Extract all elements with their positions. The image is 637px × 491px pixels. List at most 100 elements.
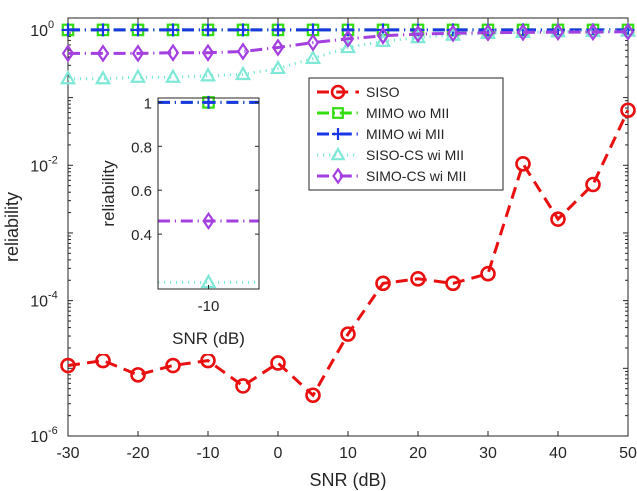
legend-entry: SISO [317,84,400,100]
legend-swatch-marker [330,146,346,161]
y-tick-label-base: 10 [30,158,48,175]
data-point [96,44,110,63]
inset-frame [157,97,260,290]
x-tick-label: 50 [619,445,637,462]
legend-swatch-marker [332,167,344,185]
data-point [480,265,496,282]
data-point [339,38,357,54]
data-point [165,357,181,374]
data-point [131,44,145,63]
legend-swatch-marker [332,128,344,140]
legend-swatch-marker [332,107,344,119]
data-point [411,24,425,44]
legend-entry: MIMO wo MII [317,105,449,121]
x-tick-label: 20 [409,445,427,462]
data-point [620,102,636,119]
y-tick-label: 10 0 [30,19,54,40]
y-tick-label: 10 -4 [30,290,58,311]
data-point [270,355,286,371]
x-tick-label: 30 [479,445,497,462]
data-point [131,23,145,37]
data-point [61,44,75,63]
data-point [130,367,146,383]
legend-swatch-marker [330,84,346,100]
data-point [304,49,322,65]
inset-y-tick-label: 1 [144,95,152,112]
legend-entry: SIMO-CS wi MII [317,167,466,185]
data-point [585,176,601,193]
data-point [129,68,147,83]
x-tick-label: 40 [549,445,567,462]
legend-label: SISO [366,84,400,100]
data-point [199,67,217,82]
y-tick-label-exponent: 0 [48,19,54,31]
data-point [271,38,285,57]
inset-y-tick-label: 0.4 [131,227,152,244]
legend-entry: MIMO wi MII [317,126,445,142]
x-tick-label: 0 [274,445,283,462]
data-point [481,23,495,42]
y-tick-label: 10 -6 [30,425,58,446]
series-line [67,109,630,398]
legend-label: SISO-CS wi MII [366,147,464,163]
inset-plot-area [158,98,259,289]
data-point [376,26,390,45]
data-point [586,22,600,42]
data-point [445,275,461,292]
data-point [201,23,215,37]
data-point [621,22,635,41]
series-siso [60,102,636,404]
series-simo-cs-wi-mii [61,22,635,63]
data-point [96,23,110,37]
data-point [60,357,76,374]
legend-label: MIMO wi MII [366,126,445,142]
x-tick-label: -20 [126,445,149,462]
data-point [446,24,460,43]
data-point [550,211,566,227]
data-point [164,68,182,83]
data-point [341,29,355,48]
legend-label: SIMO-CS wi MII [366,168,466,184]
inset-plot: 0.4 0.6 0.8 1 -10 SNR (dB) reliability [99,95,264,354]
inset-series-simo-cs-wi-mii [158,211,259,231]
series-line [68,30,629,55]
data-point [166,43,180,62]
data-point [200,352,216,369]
data-point [201,43,215,62]
inset-y-tick-label: 0.8 [131,139,152,156]
x-tick-label: 10 [339,445,357,462]
data-point [516,23,530,42]
legend: SISO MIMO wo MII MIMO wi MII SISO-CS wi MII… [308,77,504,191]
y-tick-label: 10 -2 [30,154,58,175]
data-point [235,378,251,394]
data-point [551,22,565,42]
data-point [340,326,356,342]
data-point [269,59,287,75]
data-point [166,23,180,37]
data-point [306,33,320,52]
data-point [234,65,252,81]
data-point [271,23,285,37]
inset-x-tick-label: -10 [198,298,220,315]
inset-y-tick-label: 0.6 [131,183,152,200]
y-tick-label-exponent: -4 [48,290,58,302]
data-point [202,211,215,231]
y-tick-label-base: 10 [30,23,48,40]
inset-y-axis-label: reliability [99,160,118,227]
plot-frame [67,17,629,437]
legend-entry: SISO-CS wi MII [317,146,464,163]
data-point [59,69,77,85]
data-point [515,156,531,172]
inset-x-axis-label: SNR (dB) [172,329,245,348]
data-point [61,23,75,37]
data-point [236,23,250,37]
y-tick-label-base: 10 [30,429,48,446]
data-point [236,42,250,61]
data-point [375,275,391,292]
x-axis-label: SNR (dB) [309,470,386,490]
x-tick-label: -30 [56,445,79,462]
x-tick-label: -10 [196,445,219,462]
y-axis-label: reliability [2,192,22,262]
data-point [305,387,321,404]
